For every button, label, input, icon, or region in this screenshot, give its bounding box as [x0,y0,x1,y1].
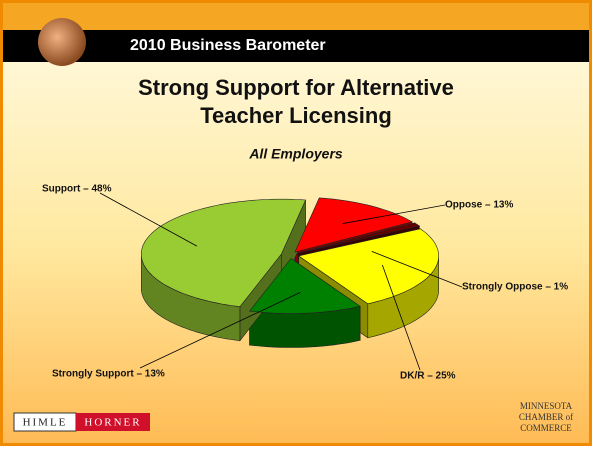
data-label: Support – 48% [42,184,112,195]
chart-title: Teacher Licensing [200,103,392,128]
header-title: 2010 Business Barometer [130,37,326,54]
logo-text: COMMERCE [520,423,572,433]
leader-line [139,292,301,369]
logo-text: HORNER [84,417,141,429]
logo-text: CHAMBER of [519,412,573,422]
header-bar [3,30,589,62]
leader-line [371,251,463,288]
slice [297,228,440,305]
top-strip [3,3,589,30]
logo-text: HIMLE [23,417,68,429]
chart-title: Strong Support for Alternative [138,75,454,100]
slice [249,258,361,314]
slice [297,222,421,254]
data-label: Strongly Support – 13% [52,369,165,380]
data-label: Oppose – 13% [445,200,513,211]
coin-icon [38,18,86,66]
leader-line [342,204,446,224]
leader-line [99,192,198,247]
logo-text: MINNESOTA [520,401,573,411]
slice [141,198,307,308]
chart-subtitle: All Employers [248,146,343,162]
data-label: DK/R – 25% [400,371,456,382]
data-label: Strongly Oppose – 1% [462,282,568,293]
logo-box [76,413,150,431]
leader-line [381,264,421,371]
pie: Oppose – 13% Strongly Oppose – 1% DK/R – 2… [42,184,568,382]
slice [294,197,413,253]
